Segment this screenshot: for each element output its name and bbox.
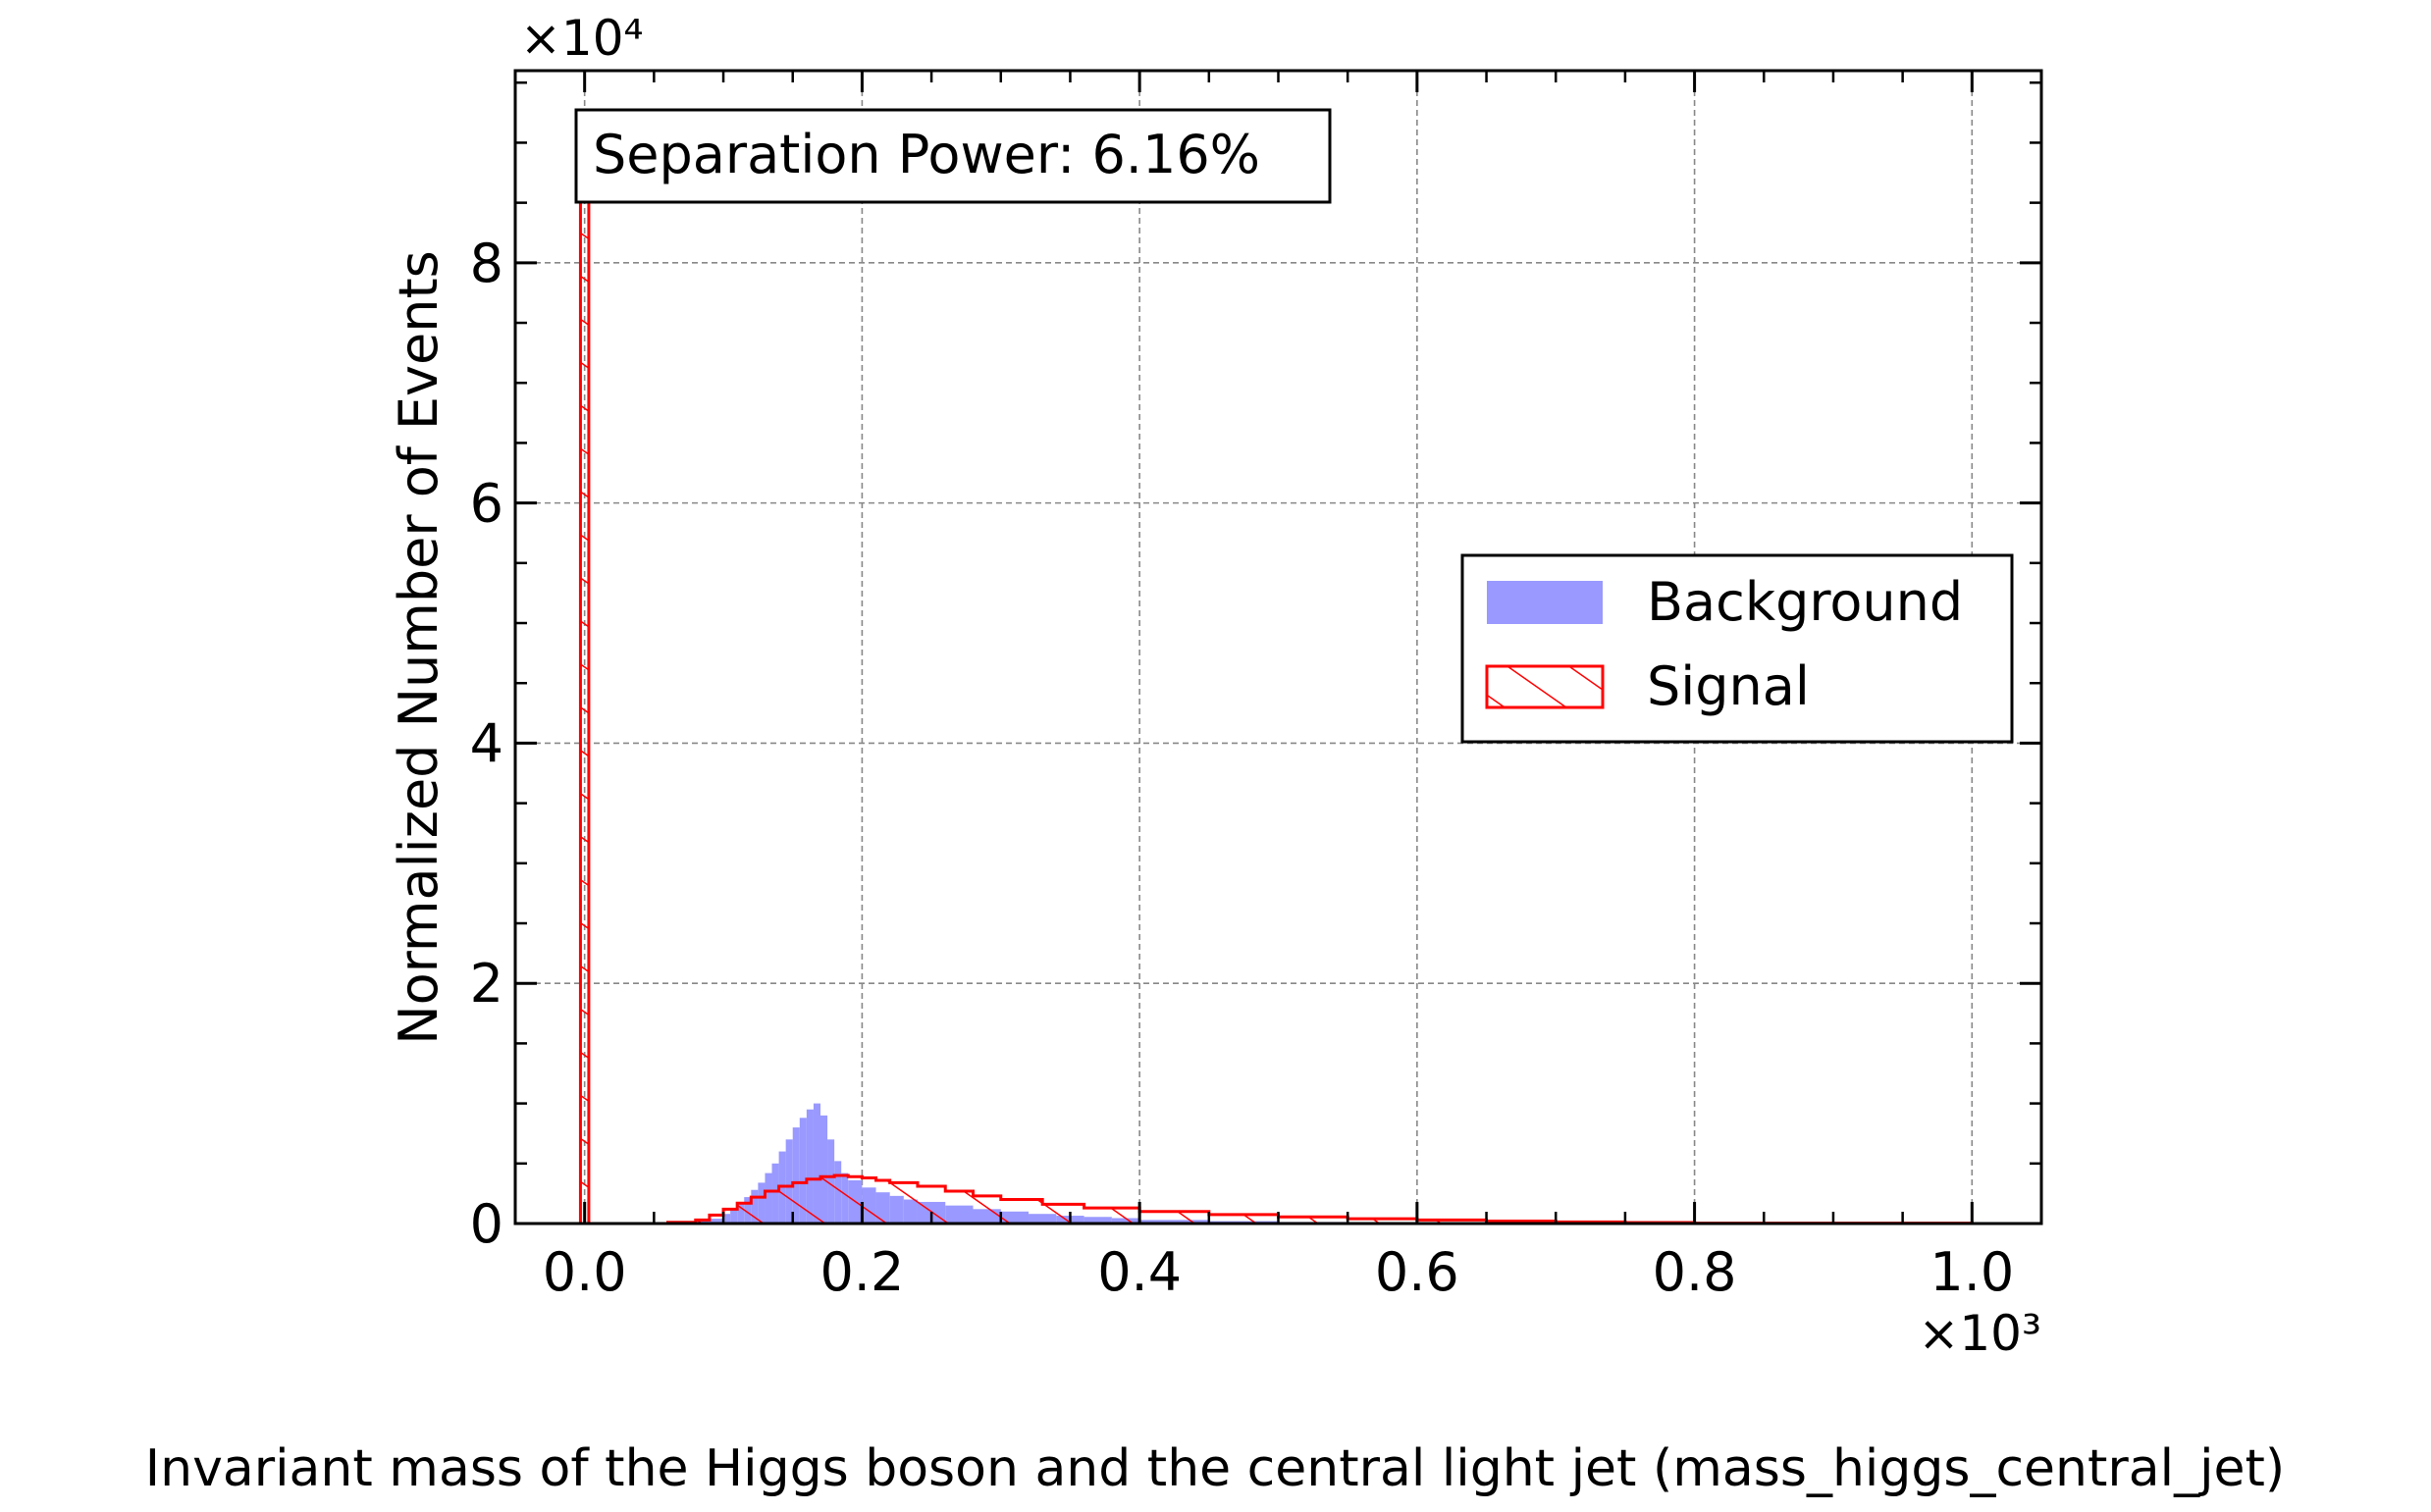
legend-label-signal: Signal bbox=[1647, 655, 1810, 717]
x-tick-label: 1.0 bbox=[1929, 1241, 2014, 1303]
x-tick-label: 0.6 bbox=[1375, 1241, 1459, 1303]
annotation-text: Separation Power: 6.16% bbox=[593, 124, 1260, 185]
background-bar bbox=[792, 1127, 800, 1224]
x-tick-label: 0.8 bbox=[1653, 1241, 1737, 1303]
background-bar bbox=[806, 1109, 814, 1224]
y-tick-labels: 0 2 4 6 8 bbox=[470, 233, 503, 1255]
y-tick-label: 6 bbox=[470, 473, 503, 535]
legend-swatch-background bbox=[1487, 581, 1603, 624]
y-tick-label: 0 bbox=[470, 1193, 503, 1255]
legend: Background Signal bbox=[1460, 553, 2014, 744]
x-tick-label: 0.4 bbox=[1097, 1241, 1182, 1303]
y-tick-label: 8 bbox=[470, 233, 503, 294]
legend-swatch-signal bbox=[1485, 664, 1605, 709]
background-bar bbox=[813, 1103, 820, 1224]
axis-ticks bbox=[513, 71, 2043, 1225]
annotation-box bbox=[574, 108, 1332, 204]
legend-label-background: Background bbox=[1647, 571, 1963, 633]
background-bar bbox=[785, 1139, 793, 1224]
x-axis-multiplier: ×10³ bbox=[1918, 1305, 2041, 1362]
background-bar bbox=[820, 1115, 828, 1224]
background-bar bbox=[799, 1118, 807, 1224]
signal-spike-bar bbox=[578, 188, 591, 1224]
x-tick-label: 0.2 bbox=[819, 1241, 904, 1303]
x-axis-label: Invariant mass of the Higgs boson and th… bbox=[145, 1439, 2285, 1498]
signal-step-outline bbox=[666, 1173, 1974, 1224]
y-axis-label: Normalized Number of Events bbox=[388, 250, 449, 1045]
y-tick-label: 4 bbox=[470, 712, 503, 774]
y-axis-multiplier: ×10⁴ bbox=[520, 10, 644, 67]
separation-power-annotation: Separation Power: 6.16% bbox=[574, 108, 1332, 204]
x-tick-label: 0.0 bbox=[543, 1241, 627, 1303]
y-tick-label: 2 bbox=[470, 953, 503, 1015]
x-tick-labels: 0.0 0.2 0.4 0.6 0.8 1.0 bbox=[543, 1241, 2015, 1303]
